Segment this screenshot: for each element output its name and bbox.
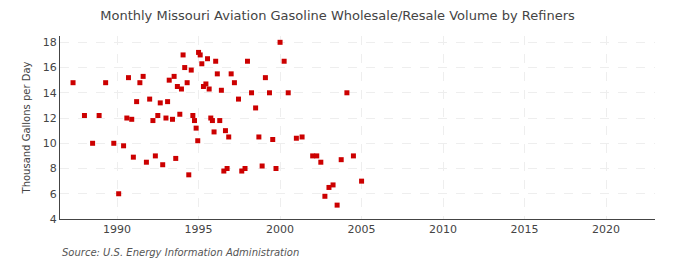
svg-text:16: 16	[43, 61, 57, 74]
svg-text:14: 14	[43, 87, 57, 100]
svg-text:1990: 1990	[103, 223, 131, 236]
svg-text:18: 18	[43, 36, 57, 49]
svg-text:2000: 2000	[266, 223, 294, 236]
svg-text:10: 10	[43, 137, 57, 150]
svg-text:Thousand Gallons per Day: Thousand Gallons per Day	[21, 61, 32, 194]
svg-text:1995: 1995	[185, 223, 213, 236]
svg-text:6: 6	[50, 188, 57, 201]
svg-text:4: 4	[50, 213, 57, 226]
svg-text:8: 8	[50, 162, 57, 175]
svg-text:2020: 2020	[592, 223, 620, 236]
svg-text:Monthly Missouri Aviation Gaso: Monthly Missouri Aviation Gasoline Whole…	[100, 8, 575, 23]
svg-text:2010: 2010	[429, 223, 457, 236]
svg-text:12: 12	[43, 112, 57, 125]
svg-text:2015: 2015	[511, 223, 539, 236]
svg-text:Source: U.S. Energy Informatio: Source: U.S. Energy Information Administ…	[62, 247, 299, 258]
svg-text:2005: 2005	[348, 223, 376, 236]
